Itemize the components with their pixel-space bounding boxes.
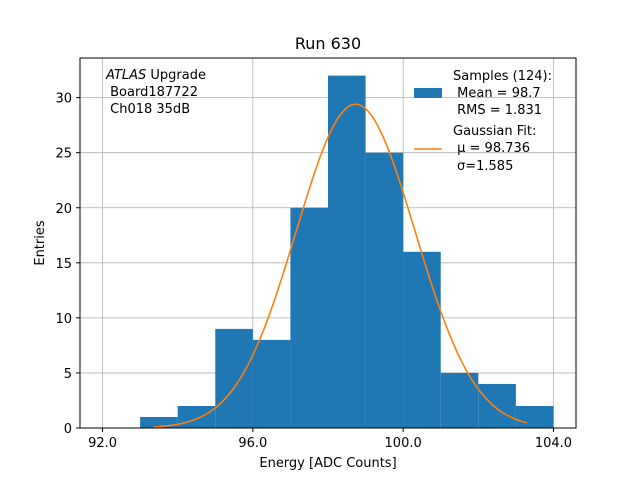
histogram-bar (290, 207, 328, 428)
x-tick-label: 92.0 (88, 436, 117, 451)
annotation-line-2: Board187722 (106, 85, 198, 100)
x-tick-label: 96.0 (238, 436, 267, 451)
atlas-annotation: ATLAS Upgrade Board187722 Ch018 35dB (105, 68, 206, 117)
x-axis-label: Energy [ADC Counts] (259, 456, 396, 471)
y-tick-label: 30 (55, 92, 72, 107)
histogram-bar (252, 339, 291, 428)
histogram-bar (440, 372, 479, 428)
annotation-upgrade: Upgrade (146, 68, 206, 83)
legend-samples-line-3: RMS = 1.831 (453, 103, 542, 118)
annotation-line-1: ATLAS Upgrade (105, 68, 206, 83)
histogram-bar (365, 152, 404, 428)
histogram-bar (140, 416, 178, 428)
y-tick-label: 0 (64, 422, 72, 437)
annotation-line-3: Ch018 35dB (106, 102, 190, 117)
x-tick-label: 104.0 (535, 436, 572, 451)
y-tick-label: 10 (55, 312, 72, 327)
legend: Samples (124): Mean = 98.7 RMS = 1.831 G… (414, 69, 552, 174)
histogram-bar (215, 328, 253, 428)
histogram-bar (177, 405, 216, 428)
gaussian-fit-curve (153, 103, 528, 428)
chart-title: Run 630 (295, 34, 361, 53)
y-tick-label: 15 (55, 257, 72, 272)
legend-samples-line-1: Samples (124): (453, 69, 552, 84)
histogram-bar (328, 75, 366, 428)
y-axis-ticks: 0 5 10 15 20 25 30 (55, 92, 80, 437)
legend-fit-line-3: σ=1.585 (457, 159, 513, 174)
y-tick-label: 5 (64, 367, 72, 382)
histogram-bars (140, 75, 554, 428)
histogram-bar (478, 383, 516, 428)
x-axis-ticks: 92.0 96.0 100.0 104.0 (88, 428, 572, 451)
x-tick-label: 100.0 (385, 436, 422, 451)
annotation-atlas: ATLAS (105, 68, 146, 83)
legend-samples-patch (414, 88, 442, 98)
legend-samples-line-2: Mean = 98.7 (453, 86, 541, 101)
y-tick-label: 20 (55, 202, 72, 217)
histogram-bar (515, 405, 554, 428)
legend-fit-line-1: Gaussian Fit: (453, 124, 536, 139)
legend-fit-line-2: μ = 98.736 (453, 141, 530, 156)
y-axis-label: Entries (33, 220, 48, 266)
plot-frame (79, 57, 577, 429)
y-tick-label: 25 (55, 147, 72, 162)
histogram-bar (403, 251, 441, 428)
gaussian-fit-layer (153, 103, 528, 428)
